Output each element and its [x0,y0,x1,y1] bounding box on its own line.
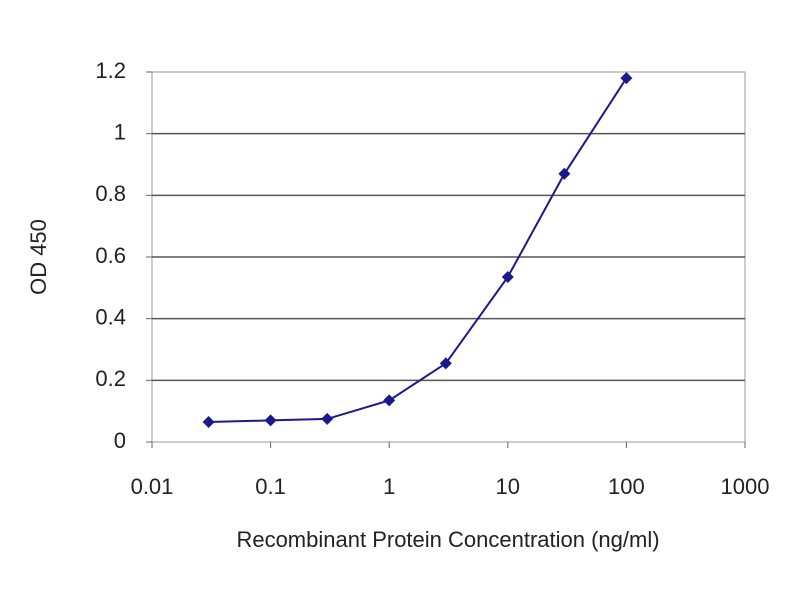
data-point [620,72,633,85]
y-tick-label: 1 [114,119,126,144]
data-point [202,415,215,428]
y-axis-label: OD 450 [26,219,51,295]
y-tick-label: 0 [114,428,126,453]
x-tick-label: 1000 [721,474,770,499]
series-line [208,77,628,423]
x-tick-label: 100 [608,474,645,499]
data-point [321,412,334,425]
data-point [439,357,452,370]
x-tick-label: 1 [383,474,395,499]
x-tick-label: 0.1 [255,474,286,499]
y-tick-label: 1.2 [95,58,126,83]
data-point [264,414,277,427]
y-tick-label: 0.2 [95,366,126,391]
y-tick-label: 0.6 [95,243,126,268]
data-point [501,271,514,284]
x-axis-label: Recombinant Protein Concentration (ng/ml… [236,527,659,552]
data-point [383,394,396,407]
y-tick-label: 0.4 [95,304,126,329]
y-tick-label: 0.8 [95,181,126,206]
x-tick-label: 10 [496,474,520,499]
x-tick-label: 0.01 [131,474,174,499]
data-point [558,167,571,180]
